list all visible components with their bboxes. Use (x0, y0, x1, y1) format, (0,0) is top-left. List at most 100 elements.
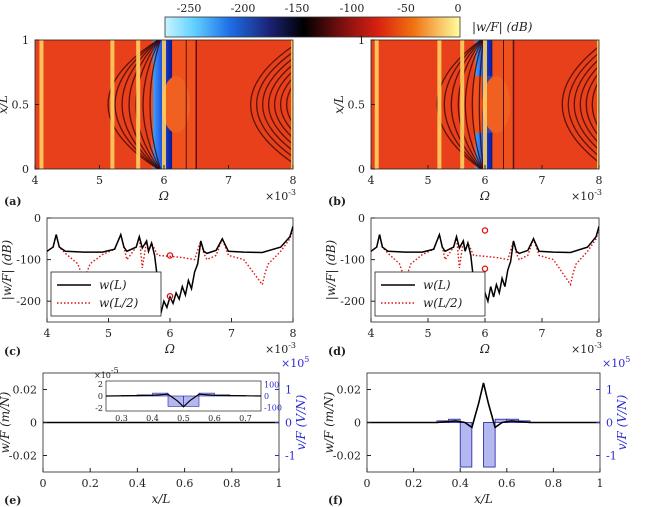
heatmap-field (35, 40, 293, 169)
y-tick-label: 0 (358, 163, 365, 176)
y-axis-label: x/L (332, 95, 346, 114)
nodal-curve (591, 79, 599, 130)
y-right-exponent: ×105 (281, 355, 309, 370)
x-tick-label: 5 (425, 327, 432, 340)
nodal-curve (573, 58, 599, 151)
y-tick-label: -200 (340, 295, 365, 308)
colorbar-tick: -50 (397, 2, 415, 15)
y-right-tick-label: -1 (606, 450, 617, 463)
y-tick-label: 0.5 (348, 99, 366, 112)
x-tick-label: 0.6 (498, 477, 516, 490)
y-tick-label: 0.02 (337, 384, 362, 397)
nodal-curve (249, 45, 293, 164)
x-tick-label: 8 (596, 327, 603, 340)
displacement-line (367, 382, 600, 429)
y-tick-label: 0 (358, 212, 365, 225)
x-tick-label: 1 (597, 477, 604, 490)
y-axis-label: w/F (m/N) (0, 391, 12, 453)
nodal-curve (267, 63, 293, 146)
x-tick-label: 0.4 (451, 477, 469, 490)
x-tick-label: 4 (368, 174, 375, 187)
x-exponent: ×10-3 (571, 341, 602, 356)
y-right-tick-label: -1 (285, 450, 296, 463)
nodal-curve (561, 45, 599, 164)
x-tick-label: 4 (32, 174, 39, 187)
x-tick-label: 0 (364, 477, 371, 490)
marker-point (481, 265, 489, 273)
nodal-curve (579, 65, 599, 144)
nodal-curve (567, 52, 599, 157)
x-tick-label: 6 (161, 174, 168, 187)
series-line-wl2 (47, 228, 293, 287)
series-line-wl (47, 226, 293, 314)
nodal-curve (262, 57, 293, 152)
x-tick-label: 0.6 (176, 477, 194, 490)
y-tick-label: 0 (34, 212, 41, 225)
inset-voltage-bar (183, 395, 200, 407)
x-axis-label: Ω (479, 189, 490, 203)
nodal-curve (142, 40, 161, 169)
inset-x-tick-label: 0.3 (115, 414, 128, 423)
x-tick-label: 8 (596, 174, 603, 187)
y-axis-label: |w/F| (dB) (324, 239, 338, 300)
panel-a-heatmap: 4 5 6 7 8 0 0.5 1 Ωx/L ×10-3 (0, 34, 297, 203)
marker-point (166, 252, 174, 259)
resonance-line (597, 40, 599, 169)
x-tick-label: 0 (40, 477, 47, 490)
x-tick-label: 8 (290, 174, 297, 187)
voltage-bar (459, 422, 473, 468)
legend-entry-wl: w(L) (99, 278, 127, 292)
resonance-line (374, 40, 379, 169)
marker-point (481, 227, 489, 234)
center-glow (162, 76, 191, 133)
resonance-line (460, 40, 465, 169)
x-tick-label: 7 (225, 174, 232, 187)
panel-label-b: (b) (328, 195, 346, 208)
panel-label-d: (d) (328, 345, 346, 358)
panel-label-c: (c) (4, 345, 21, 358)
panel-label-f: (f) (328, 494, 343, 507)
panel-e-mode: 0 0.2 0.4 0.6 0.8 1 0.02 0 -0.02 1 0 -1 x/L w/F (m/N)… (0, 355, 309, 506)
inset-y-right-tick-label: -100 (264, 404, 282, 413)
x-tick-label: 5 (96, 174, 103, 187)
colorbar-tick: -100 (340, 2, 365, 15)
resonance-line (162, 40, 166, 169)
legend-entry-wl2: w(L/2) (423, 296, 463, 310)
inset-y-tick-label: -2 (95, 404, 103, 413)
y-tick-label: 0.02 (13, 384, 38, 397)
inset-x-tick-label: 0.4 (146, 414, 159, 423)
x-tick-label: 5 (425, 174, 432, 187)
resonance-line (39, 40, 44, 169)
y-tick-label: 0 (354, 417, 361, 430)
x-tick-label: 7 (539, 174, 546, 187)
y-right-exponent: ×105 (602, 355, 630, 370)
panel-label-e: (e) (4, 494, 21, 507)
x-tick-label: 7 (539, 327, 546, 340)
colorbar-tick: -150 (285, 2, 310, 15)
nodal-curve (457, 40, 483, 169)
x-tick-label: 1 (276, 477, 283, 490)
resonance-line (437, 40, 442, 169)
y-tick-label: -200 (16, 295, 41, 308)
y-axis-label: x/L (0, 95, 10, 114)
legend-entry-wl: w(L) (423, 278, 451, 292)
y-tick-label: -0.02 (333, 450, 361, 463)
nodal-curve (255, 51, 293, 158)
y-tick-label: -0.02 (9, 450, 37, 463)
x-tick-label: 8 (290, 327, 297, 340)
resonance-line (110, 40, 115, 169)
x-tick-label: 0.2 (405, 477, 423, 490)
legend-box (374, 271, 486, 317)
inset-exponent: ×10-5 (94, 366, 119, 380)
inset-y-right-tick-label: 100 (264, 380, 279, 389)
y-right-tick-label: 1 (285, 384, 292, 397)
colorbar-tick: -250 (177, 2, 202, 15)
plot-body (47, 226, 293, 314)
resonance-line (136, 40, 141, 169)
legend-box (50, 271, 162, 317)
inset-x-tick-label: 0.7 (239, 414, 252, 423)
voltage-bar (483, 422, 496, 468)
nodal-curve (471, 40, 484, 169)
x-tick-label: 4 (44, 327, 51, 340)
nodal-curve (286, 84, 293, 125)
